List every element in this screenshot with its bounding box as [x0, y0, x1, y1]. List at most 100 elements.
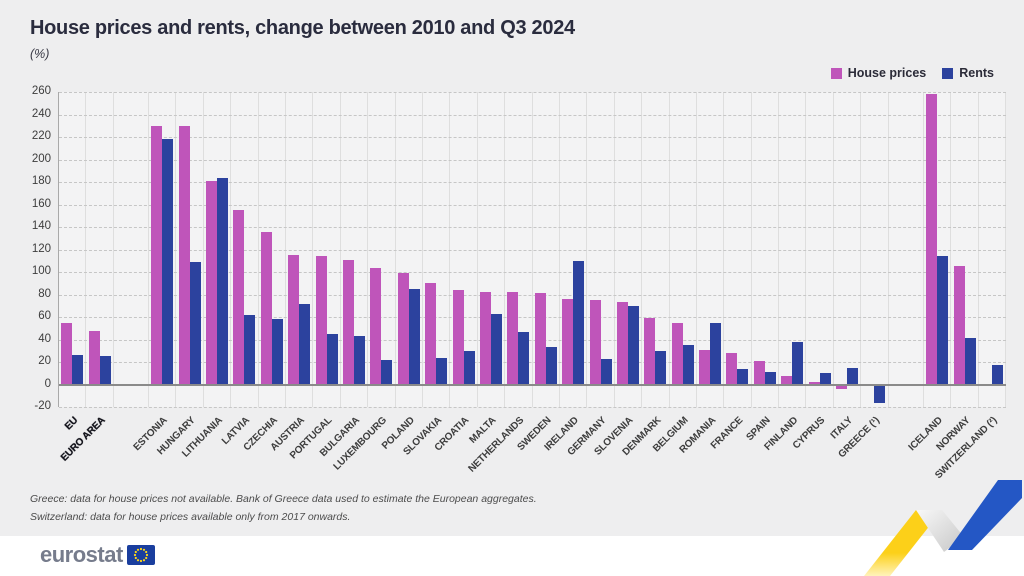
bar-house-prices — [699, 349, 711, 385]
bar-rents — [271, 319, 283, 385]
legend-label-house-prices: House prices — [847, 66, 927, 80]
bar-rents — [354, 336, 365, 385]
footnote-switzerland: Switzerland: data for house prices avail… — [30, 510, 351, 523]
gridline — [59, 317, 1006, 318]
bar-rents — [991, 365, 1003, 385]
bar-rents — [326, 333, 338, 385]
y-axis-label: 40 — [38, 332, 51, 345]
gridline — [59, 227, 1006, 228]
legend-label-rents: Rents — [959, 66, 994, 80]
bar-house-prices — [562, 299, 574, 385]
chart-title: House prices and rents, change between 2… — [30, 17, 575, 39]
gridline — [59, 159, 1006, 161]
chart-subtitle: (%) — [30, 47, 50, 61]
footnotes: Greece: data for house prices not availa… — [30, 491, 537, 527]
bar-rents — [819, 373, 831, 385]
bar-house-prices — [61, 322, 73, 385]
zero-line — [59, 383, 1006, 386]
bar-rents — [764, 372, 776, 385]
bar-house-prices — [534, 293, 546, 385]
bar-house-prices — [452, 290, 464, 385]
bar-rents — [299, 303, 311, 385]
bar-rents — [408, 288, 420, 385]
bar-house-prices — [343, 259, 354, 385]
legend: House prices Rents — [830, 66, 994, 80]
bar-rents — [72, 355, 84, 385]
bar-house-prices — [88, 330, 100, 385]
bar-house-prices — [507, 292, 519, 385]
bar-house-prices — [397, 273, 409, 385]
bar-house-prices — [425, 283, 437, 385]
decorative-ribbon — [864, 480, 1022, 576]
bar-rents — [573, 260, 585, 385]
y-axis-label: 140 — [31, 220, 51, 232]
gridline — [59, 114, 1006, 116]
bar-house-prices — [616, 302, 628, 385]
gridline — [59, 204, 1006, 206]
y-axis-label: 260 — [31, 85, 51, 97]
bar-rents — [463, 350, 475, 385]
gridline — [59, 272, 1006, 273]
bar-rents — [710, 322, 722, 385]
bar-house-prices — [953, 266, 965, 385]
bar-rents — [792, 341, 804, 385]
bar-rents — [490, 313, 502, 385]
bar-house-prices — [753, 360, 765, 385]
footnote-greece: Greece: data for house prices not availa… — [30, 493, 537, 505]
gridline — [59, 92, 1006, 93]
gridline — [59, 249, 1006, 251]
bar-rents — [381, 359, 393, 385]
eurostat-logo: eurostat — [40, 544, 155, 566]
rents-swatch-icon — [942, 67, 954, 79]
y-axis-label: 220 — [31, 130, 51, 142]
bar-house-prices — [644, 318, 656, 385]
gridline — [59, 407, 1006, 408]
y-axis-label: 200 — [31, 152, 51, 165]
legend-item-house-prices: House prices — [830, 66, 927, 80]
bar-house-prices — [315, 256, 327, 385]
y-axis-label: 0 — [44, 377, 51, 390]
bar-house-prices — [479, 292, 491, 385]
bar-rents — [627, 305, 639, 385]
bar-rents — [874, 384, 886, 403]
y-axis-label: -20 — [34, 400, 51, 412]
bar-house-prices — [808, 382, 820, 385]
y-axis-label: 80 — [38, 287, 51, 300]
bar-house-prices — [926, 94, 938, 385]
bar-rents — [162, 139, 174, 385]
bar-house-prices — [178, 125, 190, 385]
gridline — [59, 362, 1006, 363]
eurostat-logo-text: eurostat — [40, 542, 123, 567]
gridline — [59, 137, 1006, 138]
bar-house-prices — [288, 255, 300, 385]
gridline — [59, 182, 1006, 183]
gridline — [59, 339, 1006, 341]
bar-rents — [217, 177, 229, 385]
y-axis-label: 240 — [31, 107, 51, 120]
bar-rents — [518, 331, 530, 385]
plot-area: EU EURO AREA ESTONIA HUNGARY LITHUANIA LATVIA… — [32, 85, 1007, 481]
country-slot: ESTONIA — [132, 92, 177, 453]
gridline — [59, 294, 1006, 296]
bar-rents — [847, 367, 859, 385]
bar-rents — [189, 261, 201, 385]
bar-house-prices — [589, 300, 601, 385]
bar-rents — [682, 345, 694, 385]
bar-house-prices — [671, 322, 683, 385]
bar-house-prices — [206, 180, 218, 385]
bar-house-prices — [726, 353, 738, 385]
y-axis-label: 20 — [38, 355, 51, 367]
bar-rents — [964, 338, 976, 385]
bar-rents — [436, 357, 448, 385]
bar-house-prices — [260, 231, 272, 385]
y-axis-label: 100 — [31, 265, 51, 277]
country-slot: LITHUANIA — [180, 92, 232, 460]
y-axis-label: 160 — [31, 197, 51, 210]
y-axis-label: 60 — [38, 310, 51, 322]
bar-rents — [655, 350, 667, 385]
bar-house-prices — [370, 267, 382, 385]
bar-house-prices — [781, 375, 793, 385]
y-axis-label: 180 — [31, 175, 51, 187]
bar-house-prices — [233, 210, 245, 385]
bar-house-prices — [836, 384, 848, 389]
